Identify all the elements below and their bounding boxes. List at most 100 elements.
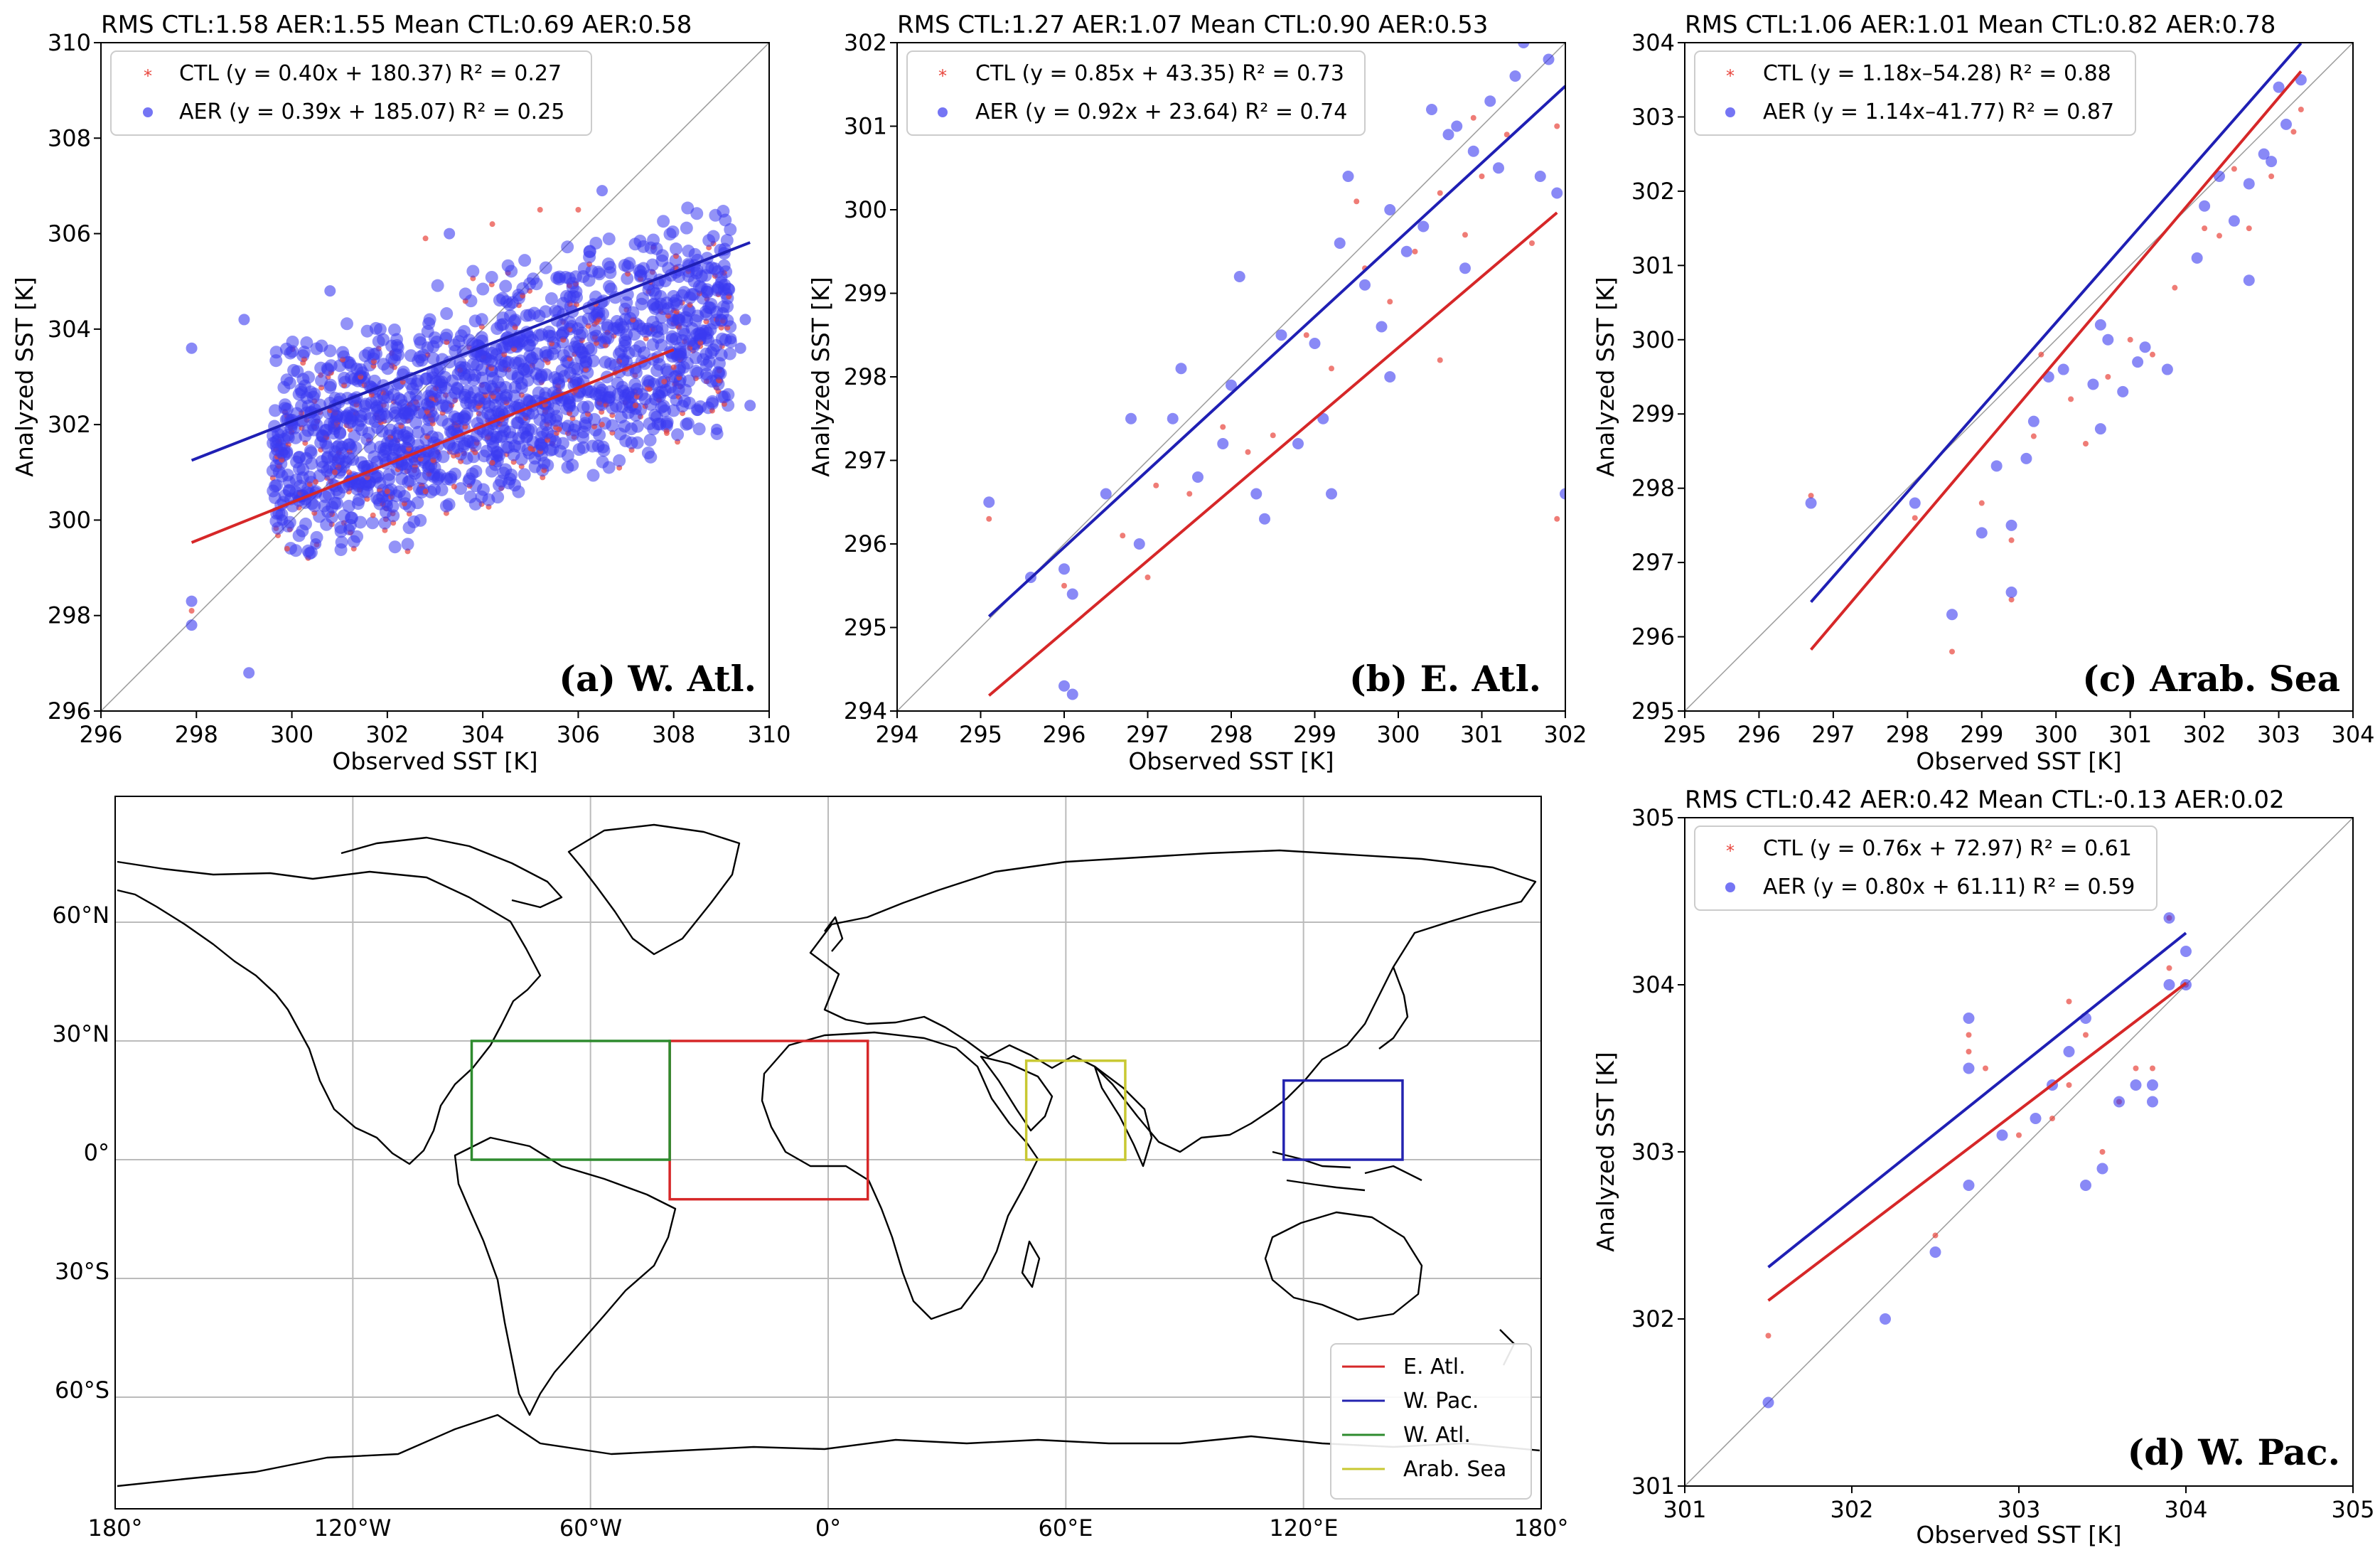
x-tick-label: 304 [2164,1496,2207,1523]
aer-point [1175,363,1187,375]
aer-cloud-point [512,485,525,498]
legend-box [1694,50,2136,136]
ctl-fit-line [987,211,1558,697]
aer-point [2113,1096,2125,1108]
x-tick-label: 306 [557,721,600,748]
aer-cloud-point [584,343,598,357]
y-tick-label: 299 [844,280,887,307]
aer-cloud-point [269,459,283,472]
aer-cloud-point [476,483,490,496]
ctl-point [1437,357,1443,363]
ctl-point [1503,132,1510,138]
aer-cloud-point [463,390,477,404]
aer-cloud-point [389,409,402,422]
aer-point [1275,329,1287,341]
x-tick-label: 303 [1997,1496,2040,1523]
aer-cloud-point [278,402,291,415]
y-tick-label: 310 [48,29,91,56]
coast-australia [1264,1211,1423,1321]
map-legend-label: W. Atl. [1403,1423,1471,1448]
aer-cloud-point [695,281,708,294]
panel-b-legend: * CTL (y = 0.85x + 43.35) R² = 0.73 AER … [906,50,1366,136]
aer-point [1192,471,1204,483]
aer-cloud-point [518,468,531,481]
ctl-point [384,488,390,495]
aer-cloud-point [689,351,702,365]
ctl-point [2066,998,2072,1005]
aer-point [2147,1079,2158,1091]
ctl-point [1462,232,1468,238]
aer-cloud-point [498,341,511,354]
aer-cloud-point [383,423,397,437]
y-tick-label: 305 [1631,804,1675,831]
ctl-point [1412,248,1418,255]
aer-cloud-point [579,419,592,432]
coast-south-america [454,1136,677,1416]
y-tick-label: 301 [844,113,887,140]
panel-c-legend: * CTL (y = 1.18x–54.28) R² = 0.88 AER (y… [1694,50,2136,136]
aer-cloud-point [481,429,494,442]
ctl-point [670,364,677,370]
ctl-point [527,445,534,452]
coast-africa [761,1031,1039,1320]
aer-cloud-point [563,400,577,413]
aer-cloud-point [462,474,476,488]
legend-box [906,50,1366,136]
aer-point [2280,118,2292,130]
aer-point [2147,1096,2158,1108]
aer-point [1543,53,1555,65]
ctl-point [1270,432,1276,439]
legend-ctl-text: CTL (y = 0.76x + 72.97) R² = 0.61 [1763,836,2132,861]
x-tick-label: 304 [461,721,505,748]
y-tick-label: 301 [1631,1473,1675,1500]
ctl-point [1983,1065,1988,1072]
panel-d-label: (d) W. Pac. [2128,1431,2340,1473]
y-tick-label: 295 [844,614,887,641]
aer-cloud-point [655,400,668,414]
aer-cloud-point [700,371,714,385]
panel-d-title: RMS CTL:0.42 AER:0.42 Mean CTL:-0.13 AER… [1685,786,2285,814]
aer-cloud-point [360,432,374,446]
aer-cloud-point [299,429,312,443]
y-tick-label: 306 [48,220,91,247]
aer-cloud-point [702,234,716,247]
aer-cloud-point [593,267,606,281]
aer-cloud-point [663,228,677,241]
aer-cloud-point [539,261,552,274]
ctl-point [1932,1232,1939,1239]
aer-fit-line [1810,43,2303,603]
aer-cloud-point [423,313,436,326]
aer-cloud-point [303,470,316,484]
aer-cloud-point [321,440,334,454]
ctl-point [284,545,290,552]
ctl-point [1529,240,1535,246]
aer-cloud-point [281,469,294,482]
ctl-point [556,426,562,432]
aer-cloud-point [599,331,613,345]
aer-cloud-point [629,408,643,422]
aer-cloud-point [559,289,573,303]
ctl-fit-line [191,348,675,544]
ctl-point [2083,1032,2089,1038]
ctl-point [188,608,195,614]
aer-cloud-point [459,287,472,301]
x-tick-label: 296 [1042,721,1086,748]
aer-point [1217,438,1229,449]
aer-cloud-point [344,359,358,373]
aer-cloud-point [669,332,682,346]
aer-point [1066,688,1078,700]
map-legend-label: W. Pac. [1403,1389,1479,1414]
ctl-point [346,469,353,476]
aer-cloud-point [426,410,439,423]
map-lat-label: 0° [84,1139,109,1166]
aer-cloud-point [532,328,546,342]
coast-india [1093,1065,1153,1168]
aer-point [2096,1163,2108,1175]
aer-point [2163,912,2175,924]
panel-c-title: RMS CTL:1.06 AER:1.01 Mean CTL:0.82 AER:… [1685,11,2276,39]
aer-point [310,538,322,550]
aer-point [1518,43,1530,48]
aer-point [1334,237,1346,249]
x-tick-label: 296 [1737,721,1781,748]
ctl-point [1120,533,1126,539]
